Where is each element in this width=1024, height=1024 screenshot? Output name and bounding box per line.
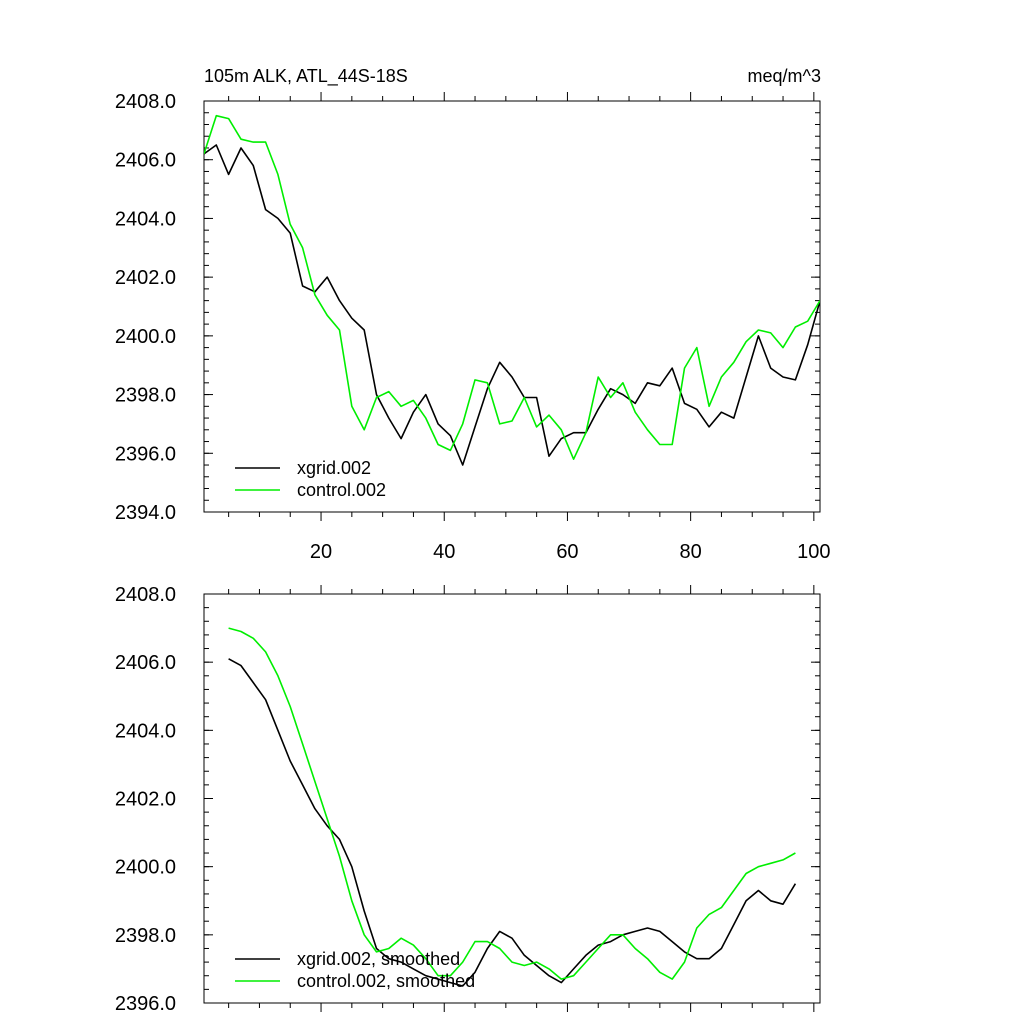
y-tick-label: 2400.0 [115, 857, 176, 879]
top-panel: 2394.0 2396.0 2398.0 2400.0 2402.0 2404.0 2406… [115, 91, 831, 563]
y-tick-label: 2404.0 [115, 720, 176, 742]
legend-label: xgrid.002 [297, 458, 371, 478]
chart-title: 105m ALK, ATL_44S-18S [204, 66, 408, 87]
y-tick-label: 2402.0 [115, 789, 176, 811]
legend-label: control.002 [297, 480, 386, 500]
legend-label: control.002, smoothed [297, 971, 475, 991]
x-tick-label: 60 [556, 541, 578, 563]
y-tick-label: 2406.0 [115, 652, 176, 674]
series-line-2 [228, 627, 796, 980]
x-tick-label: 80 [680, 541, 702, 563]
y-tick-label: 2398.0 [115, 385, 176, 407]
x-tick-label: 20 [310, 541, 332, 563]
series-line-1 [228, 658, 797, 987]
plot-frame [203, 593, 821, 1004]
x-tick-label: 100 [797, 541, 830, 563]
y-tick-label: 2406.0 [115, 150, 176, 172]
y-tick-label: 2408.0 [115, 584, 176, 606]
legend-label: xgrid.002, smoothed [297, 949, 460, 969]
y-tick-label: 2404.0 [115, 208, 176, 230]
y-tick-label: 2400.0 [115, 326, 176, 348]
series-line-1 [204, 144, 820, 466]
y-tick-label: 2394.0 [115, 502, 176, 524]
x-tick-label: 40 [433, 541, 455, 563]
y-tick-label: 2402.0 [115, 267, 176, 289]
y-tick-label: 2396.0 [115, 443, 176, 465]
y-tick-label: 2396.0 [115, 993, 176, 1015]
units-label: meq/m^3 [748, 66, 821, 86]
series-line-2 [204, 114, 820, 461]
y-tick-label: 2408.0 [115, 91, 176, 113]
y-tick-label: 2398.0 [115, 925, 176, 947]
plot-frame [203, 100, 821, 513]
bottom-panel: 2396.0 2398.0 2400.0 2402.0 2404.0 2406.0 2408… [115, 584, 821, 1015]
